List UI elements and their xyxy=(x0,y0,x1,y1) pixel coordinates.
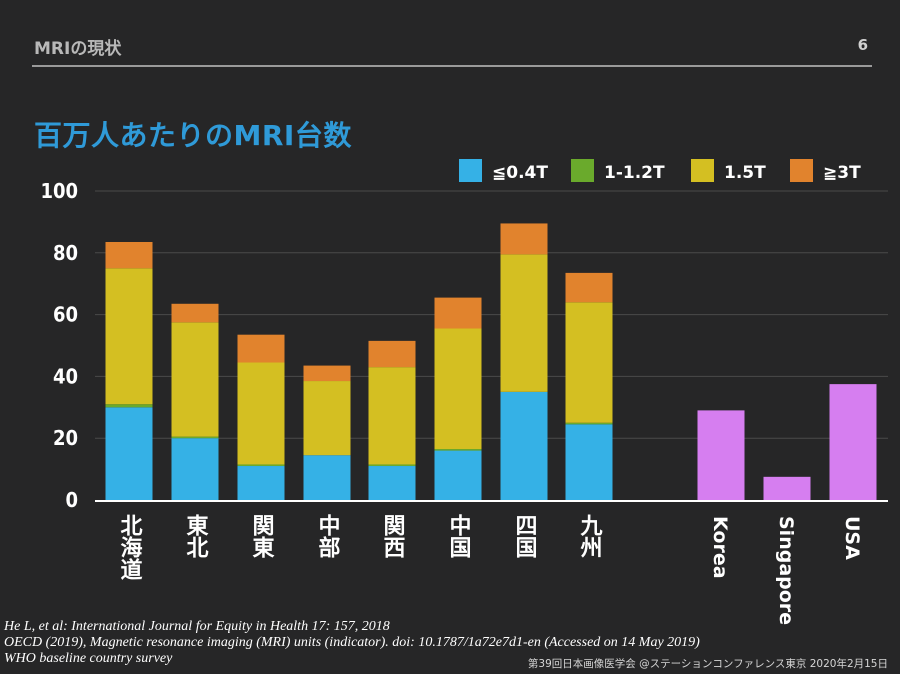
bar-segment-0-1 xyxy=(105,404,153,408)
bar-segment-8-4 xyxy=(697,410,745,500)
legend-swatch-0 xyxy=(459,159,482,182)
reference-1: He L, et al: International Journal for E… xyxy=(4,619,390,634)
legend-swatch-3 xyxy=(790,159,813,182)
bar-segment-0-0 xyxy=(105,407,153,500)
category-label-4: 関西 xyxy=(380,514,406,558)
page-number: 6 xyxy=(857,36,868,54)
bar-segment-1-3 xyxy=(171,303,219,323)
bar-segment-7-3 xyxy=(565,272,613,303)
bar-segment-6-2 xyxy=(500,254,548,392)
footer-conference: 第39回日本画像医学会 @ステーションコンファレンス東京 2020年2月15日 xyxy=(527,658,888,670)
bar-segment-4-0 xyxy=(368,466,416,500)
bar-segment-9-4 xyxy=(763,476,811,500)
legend-label-3: ≧3T xyxy=(823,163,861,183)
bar-segment-2-1 xyxy=(237,464,285,467)
category-label-10: USA xyxy=(841,516,863,560)
y-tick-label-100: 100 xyxy=(40,179,78,203)
bar-segment-4-1 xyxy=(368,464,416,467)
bar-segment-0-3 xyxy=(105,241,153,269)
legend-label-0: ≦0.4T xyxy=(492,163,548,183)
y-tick-label-60: 60 xyxy=(53,303,78,327)
bar-segment-2-0 xyxy=(237,466,285,500)
legend-swatch-1 xyxy=(571,159,594,182)
bar-segment-10-4 xyxy=(829,384,877,500)
bar-segment-2-3 xyxy=(237,334,285,363)
category-label-7: 九州 xyxy=(577,514,604,558)
category-label-1: 東北 xyxy=(183,514,209,558)
references: He L, et al: International Journal for E… xyxy=(4,619,700,667)
bar-segment-0-2 xyxy=(105,268,153,405)
bar-segment-1-2 xyxy=(171,322,219,437)
bar-segment-3-3 xyxy=(303,365,351,382)
bar-segment-5-1 xyxy=(434,449,482,451)
bar-segment-1-1 xyxy=(171,436,219,439)
category-label-3: 中部 xyxy=(315,514,341,558)
bar-segment-2-2 xyxy=(237,362,285,465)
category-label-8: Korea xyxy=(709,516,731,579)
bar-segment-4-2 xyxy=(368,367,416,465)
category-label-0: 北海道 xyxy=(117,514,143,580)
category-label-5: 中国 xyxy=(446,514,471,559)
bar-segment-4-3 xyxy=(368,340,416,368)
bar-segment-7-1 xyxy=(565,422,613,425)
category-label-9: Singapore xyxy=(775,516,797,625)
y-tick-label-0: 0 xyxy=(65,488,78,512)
bar-segment-6-0 xyxy=(500,391,548,500)
bar-segment-5-0 xyxy=(434,450,482,500)
legend-swatch-2 xyxy=(691,159,714,182)
category-label-2: 関東 xyxy=(249,514,275,558)
header-divider xyxy=(32,65,872,67)
bar-segment-3-0 xyxy=(303,455,351,500)
section-header: MRIの現状 xyxy=(34,39,122,59)
bar-segment-3-2 xyxy=(303,381,351,456)
legend-label-2: 1.5T xyxy=(724,163,766,183)
bar-segment-7-0 xyxy=(565,424,613,500)
bar-segment-7-2 xyxy=(565,302,613,423)
y-tick-label-20: 20 xyxy=(53,426,78,450)
category-label-6: 四国 xyxy=(512,514,537,559)
reference-3: WHO baseline country survey xyxy=(4,651,173,666)
bar-segment-5-2 xyxy=(434,328,482,450)
reference-2: OECD (2019), Magnetic resonance imaging … xyxy=(4,635,700,650)
y-tick-label-40: 40 xyxy=(53,364,78,388)
bar-segment-5-3 xyxy=(434,297,482,329)
slide-title: 百万人あたりのMRI台数 xyxy=(34,119,352,152)
y-tick-label-80: 80 xyxy=(53,241,78,265)
legend-label-1: 1-1.2T xyxy=(604,163,665,183)
bar-segment-1-0 xyxy=(171,438,219,500)
bar-segment-6-3 xyxy=(500,223,548,255)
